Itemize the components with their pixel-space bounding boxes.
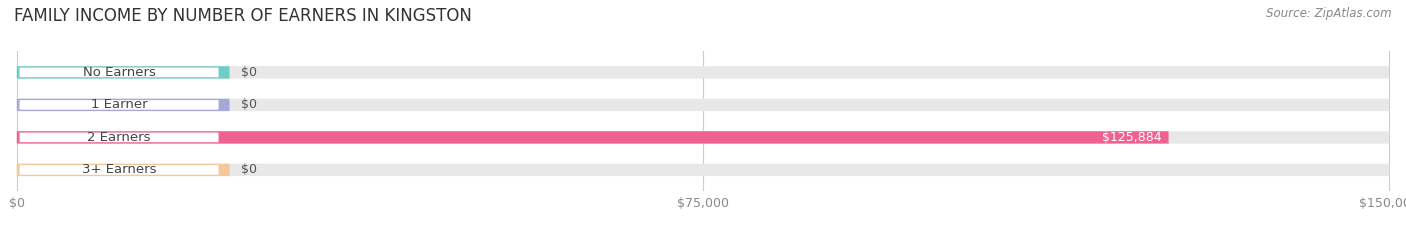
FancyBboxPatch shape xyxy=(20,100,218,110)
Text: $0: $0 xyxy=(240,163,256,176)
FancyBboxPatch shape xyxy=(17,99,229,111)
FancyBboxPatch shape xyxy=(17,131,1389,144)
FancyBboxPatch shape xyxy=(20,165,218,175)
FancyBboxPatch shape xyxy=(20,68,218,77)
FancyBboxPatch shape xyxy=(20,133,218,142)
Text: 3+ Earners: 3+ Earners xyxy=(82,163,156,176)
FancyBboxPatch shape xyxy=(17,66,229,79)
Text: 2 Earners: 2 Earners xyxy=(87,131,150,144)
FancyBboxPatch shape xyxy=(17,164,229,176)
Text: $0: $0 xyxy=(240,98,256,111)
FancyBboxPatch shape xyxy=(17,164,1389,176)
Text: FAMILY INCOME BY NUMBER OF EARNERS IN KINGSTON: FAMILY INCOME BY NUMBER OF EARNERS IN KI… xyxy=(14,7,472,25)
Text: No Earners: No Earners xyxy=(83,66,156,79)
FancyBboxPatch shape xyxy=(17,131,1168,144)
Text: $125,884: $125,884 xyxy=(1102,131,1161,144)
Text: 1 Earner: 1 Earner xyxy=(91,98,148,111)
FancyBboxPatch shape xyxy=(17,66,1389,79)
Text: $0: $0 xyxy=(240,66,256,79)
FancyBboxPatch shape xyxy=(17,99,1389,111)
Text: Source: ZipAtlas.com: Source: ZipAtlas.com xyxy=(1267,7,1392,20)
